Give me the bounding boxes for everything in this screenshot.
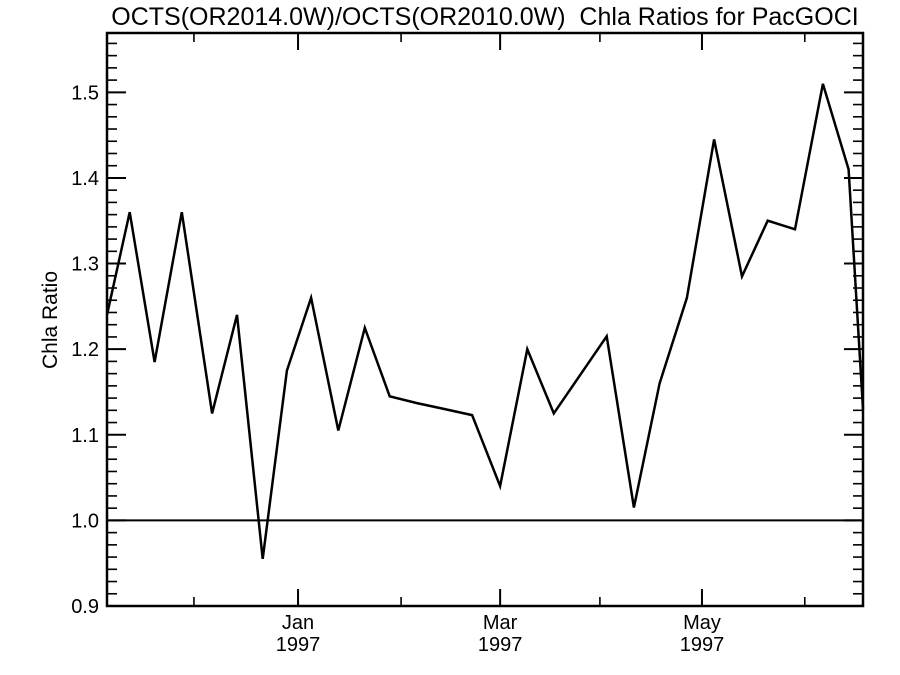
y-axis-label: Chla Ratio (39, 271, 62, 369)
plot-frame (105, 31, 865, 608)
y-tick-label: 1.1 (71, 425, 99, 447)
x-tick-month-label: Jan (282, 612, 314, 634)
data-series (105, 83, 865, 560)
x-tick-year-label: 1997 (680, 634, 725, 656)
x-tick-month-label: May (683, 612, 721, 634)
tick-labels: 0.91.01.11.21.31.41.5Jan1997Mar1997May19… (71, 82, 724, 656)
chla-ratio-line (105, 83, 865, 560)
y-tick-label: 1.0 (71, 510, 99, 532)
y-tick-label: 1.5 (71, 82, 99, 104)
y-tick-label: 1.3 (71, 254, 99, 276)
x-tick-month-label: Mar (483, 612, 518, 634)
x-tick-year-label: 1997 (478, 634, 523, 656)
axis-ticks (107, 33, 863, 607)
y-tick-label: 1.4 (71, 168, 99, 190)
chart-title: OCTS(OR2014.0W)/OCTS(OR2010.0W) Chla Rat… (111, 3, 858, 31)
y-tick-label: 1.2 (71, 339, 99, 361)
x-tick-year-label: 1997 (276, 634, 321, 656)
y-tick-label: 0.9 (71, 596, 99, 618)
